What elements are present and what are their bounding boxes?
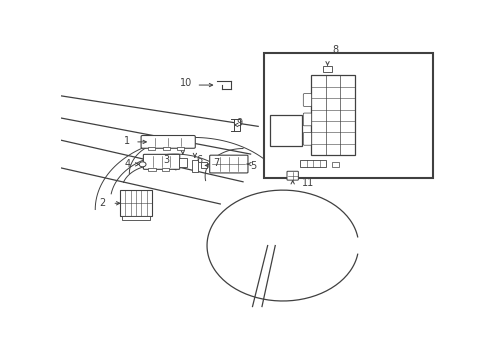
Bar (331, 162, 338, 167)
Circle shape (139, 162, 146, 167)
Bar (148, 147, 155, 150)
Text: 10: 10 (179, 78, 191, 88)
FancyBboxPatch shape (303, 132, 311, 145)
FancyBboxPatch shape (209, 155, 247, 173)
FancyBboxPatch shape (143, 154, 180, 169)
Bar (322, 66, 331, 72)
Bar (177, 147, 183, 150)
Text: 7: 7 (212, 158, 219, 168)
FancyBboxPatch shape (141, 135, 195, 148)
Text: 1: 1 (124, 136, 130, 146)
Text: 3: 3 (163, 155, 169, 165)
Bar (201, 162, 207, 168)
Text: 2: 2 (99, 198, 105, 208)
Bar (191, 161, 198, 172)
Bar (148, 168, 156, 171)
Bar (178, 158, 186, 167)
Bar (122, 216, 150, 220)
Bar (120, 190, 152, 216)
FancyBboxPatch shape (303, 113, 311, 126)
Text: 6: 6 (196, 155, 203, 165)
Bar (269, 115, 301, 146)
Bar (233, 120, 240, 131)
Bar (311, 75, 354, 156)
Text: 9: 9 (236, 118, 242, 128)
Bar (299, 161, 325, 167)
Text: 8: 8 (332, 45, 338, 55)
Text: 5: 5 (250, 161, 256, 171)
Bar (264, 53, 432, 177)
Text: 4: 4 (124, 159, 130, 169)
Bar (163, 147, 169, 150)
FancyBboxPatch shape (303, 94, 311, 107)
Bar (161, 168, 169, 171)
Text: 11: 11 (301, 178, 313, 188)
FancyBboxPatch shape (286, 171, 298, 180)
